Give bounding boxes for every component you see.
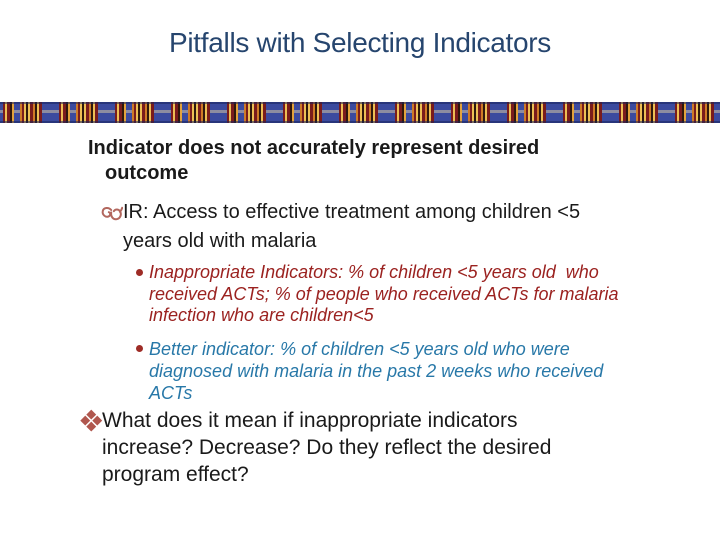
ir-line-1: IR: Access to effective treatment among … — [123, 201, 581, 223]
better-line-3: ACTs — [149, 383, 193, 403]
inappropriate-line-1: Inappropriate Indicators: % of children … — [149, 262, 599, 282]
ir-line-2: years old with malaria — [123, 230, 317, 252]
bullet-inappropriate-indicators: Inappropriate Indicators: % of children … — [136, 262, 619, 327]
dot-bullet-icon — [136, 345, 143, 352]
heading-indicator-outcome: Indicator does not accurately represent … — [88, 136, 539, 186]
inappropriate-line-3: infection who are children<5 — [149, 305, 374, 325]
bullet-better-indicator: Better indicator: % of children <5 years… — [136, 338, 603, 404]
dot-bullet-icon — [136, 269, 143, 276]
four-diamond-bullet-icon — [80, 409, 102, 431]
question-line-2: increase? Decrease? Do they reflect the … — [102, 436, 552, 459]
question-line-3: program effect? — [102, 463, 249, 486]
heading-line-2: outcome — [105, 162, 189, 184]
better-line-1: Better indicator: % of children <5 years… — [149, 339, 570, 359]
swash-bullet-icon — [101, 204, 124, 229]
slide-title: Pitfalls with Selecting Indicators — [169, 27, 551, 58]
bullet-question-meaning: What does it mean if inappropriate indic… — [80, 407, 552, 488]
question-line-1: What does it mean if inappropriate indic… — [102, 409, 518, 432]
bullet-ir-access: IR: Access to effective treatment among … — [101, 200, 580, 254]
better-line-2: diagnosed with malaria in the past 2 wee… — [149, 361, 604, 381]
kente-decorative-band — [0, 102, 720, 123]
inappropriate-line-2: received ACTs; % of people who received … — [149, 283, 619, 304]
heading-line-1: Indicator does not accurately represent … — [88, 137, 540, 159]
